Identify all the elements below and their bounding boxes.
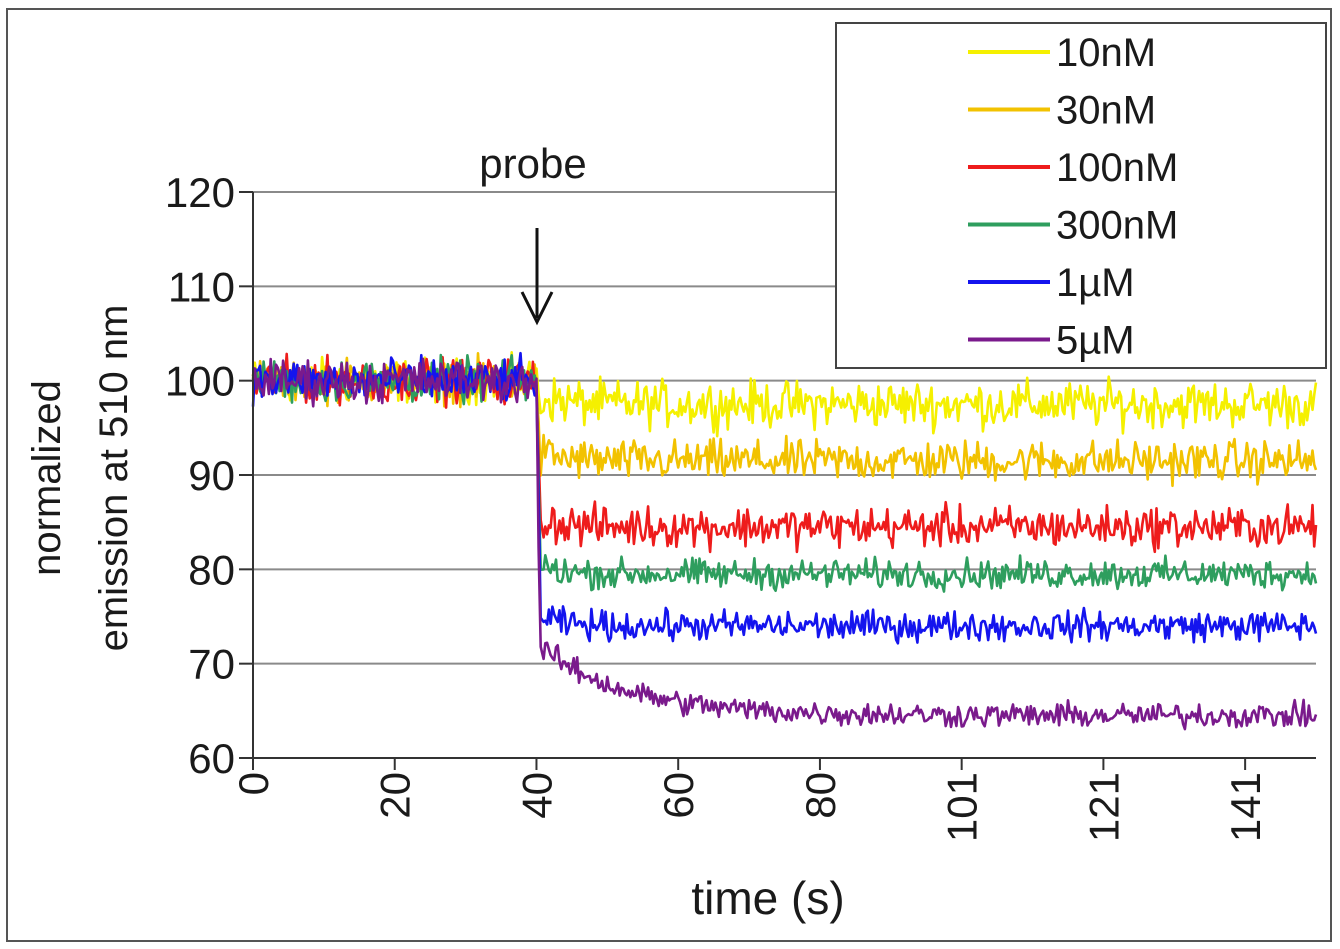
probe-annotation: probe xyxy=(479,140,587,326)
x-tick-label: 0 xyxy=(230,772,277,795)
legend: 10nM 30nM 100nM 300nM 1µM 5µM xyxy=(835,22,1327,369)
y-tick-label: 90 xyxy=(188,452,235,499)
legend-label: 5µM xyxy=(1056,319,1135,363)
y-axis-title: normalized emission at 510 nm xyxy=(25,305,136,652)
y-tick-label: 110 xyxy=(168,263,235,310)
x-tick-label: 80 xyxy=(797,772,844,819)
series-lines xyxy=(251,351,1318,731)
x-tick-label: 40 xyxy=(513,772,560,819)
y-tick-label: 120 xyxy=(165,169,235,216)
y-axis-title-line1: normalized xyxy=(25,380,69,576)
x-axis-title: time (s) xyxy=(691,872,844,924)
legend-box xyxy=(835,22,1327,369)
probe-label: probe xyxy=(479,140,586,187)
y-axis-title-line2: emission at 510 nm xyxy=(92,305,136,652)
series-line-3 xyxy=(251,353,1318,593)
series-line-4 xyxy=(251,351,1318,645)
legend-label: 100nM xyxy=(1056,146,1178,190)
y-tick-label: 60 xyxy=(188,735,235,782)
y-tick-labels: 60 70 80 90 100 110 120 xyxy=(165,169,253,782)
x-tick-label: 121 xyxy=(1080,772,1127,842)
x-tick-labels: 0 20 40 60 80 101 121 141 xyxy=(230,758,1269,842)
y-tick-label: 80 xyxy=(188,546,235,593)
legend-label: 300nM xyxy=(1056,204,1178,248)
y-tick-label: 70 xyxy=(188,641,235,688)
series-line-5 xyxy=(251,357,1318,731)
x-tick-label: 20 xyxy=(372,772,419,819)
legend-label: 10nM xyxy=(1056,31,1156,75)
probe-arrow-head xyxy=(520,291,554,326)
x-tick-label: 141 xyxy=(1222,772,1269,842)
x-tick-label: 60 xyxy=(655,772,702,819)
legend-label: 30nM xyxy=(1056,89,1156,133)
x-tick-label: 101 xyxy=(939,772,986,842)
legend-label: 1µM xyxy=(1056,261,1135,305)
series-line-0 xyxy=(251,351,1318,438)
y-tick-label: 100 xyxy=(165,358,235,405)
